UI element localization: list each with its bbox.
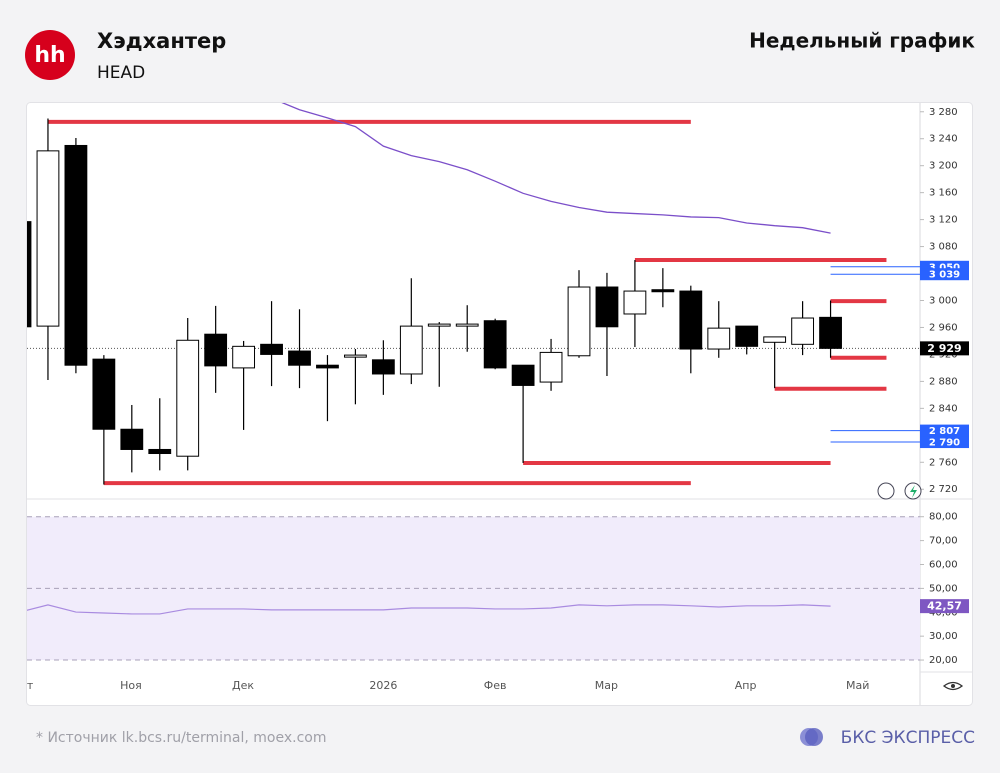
rsi-badge — [920, 599, 969, 614]
y-tick-label: 2 720 — [929, 484, 958, 495]
candle-body — [260, 343, 283, 355]
y-tick-label: 80,00 — [929, 512, 958, 523]
ticker: HEAD — [97, 63, 145, 83]
candle-body — [763, 336, 787, 343]
y-tick-label: 70,00 — [929, 536, 958, 547]
candle-body — [36, 150, 60, 327]
y-tick-label: 60,00 — [929, 560, 958, 571]
candle-body — [595, 286, 619, 328]
marker-label: 2 807 — [929, 426, 960, 437]
period: Недельный график — [749, 29, 975, 53]
rsi-pane — [27, 516, 920, 661]
price-pane — [27, 103, 920, 486]
source: * Источник lk.bcs.ru/terminal, moex.com — [36, 730, 326, 746]
brand-icon — [805, 728, 823, 746]
logo-text: hh — [34, 43, 65, 68]
y-tick-label: 2 840 — [929, 403, 958, 414]
y-tick-label: 2 880 — [929, 376, 958, 387]
title: Хэдхантер — [97, 29, 226, 53]
x-tick-label: т — [27, 679, 34, 692]
ma-line — [281, 103, 831, 234]
candle-body — [92, 358, 116, 430]
logo — [25, 30, 75, 80]
x-tick-label: Апр — [735, 679, 757, 692]
candle-body — [707, 327, 731, 350]
y-tick-label: 3 080 — [929, 242, 958, 253]
icon — [910, 485, 917, 498]
eye-icon — [951, 684, 955, 688]
candle-body — [344, 354, 367, 358]
marker-label: 2 790 — [929, 438, 960, 449]
y-tick-label: 3 240 — [929, 134, 958, 145]
y-tick-label: 3 160 — [929, 188, 958, 199]
last-label: 2 929 — [927, 342, 961, 355]
rsi-label: 42,57 — [927, 600, 962, 613]
marker-label: 3 039 — [929, 270, 960, 281]
x-tick-label: Май — [846, 679, 869, 692]
y-tick-label: 30,00 — [929, 631, 958, 642]
marker-badge — [920, 424, 969, 437]
candle-body — [371, 359, 395, 375]
candle-body — [623, 290, 647, 315]
candle-body — [511, 364, 535, 386]
candle-body — [819, 316, 842, 349]
marker-badge — [920, 268, 969, 281]
marker-badge — [920, 436, 969, 449]
y-tick-label: 2 760 — [929, 457, 958, 468]
candle-body — [204, 333, 228, 367]
candle-body — [735, 325, 759, 347]
y-tick-label: 50,00 — [929, 583, 958, 594]
candle-body — [64, 144, 88, 366]
candle-body — [651, 289, 675, 293]
candle-body — [148, 448, 172, 455]
brand: БКС ЭКСПРЕСС — [841, 728, 975, 748]
x-tick-label: Мар — [595, 679, 618, 692]
marker-label: 3 050 — [929, 262, 960, 273]
x-tick-label: Ноя — [120, 679, 142, 692]
candle-body — [176, 339, 200, 457]
y-tick-label: 3 280 — [929, 107, 958, 118]
x-tick-label: Дек — [232, 679, 254, 692]
candle-body — [316, 364, 339, 369]
eye-icon[interactable] — [942, 681, 964, 691]
candle-body — [399, 325, 423, 375]
candle-body — [539, 351, 563, 383]
last-badge — [920, 341, 969, 356]
y-tick-label: 20,00 — [929, 655, 958, 666]
rsi-line — [27, 604, 831, 615]
candle-body — [455, 323, 479, 327]
candle-body — [232, 345, 256, 369]
icon[interactable] — [877, 482, 895, 500]
candle-body — [27, 221, 32, 328]
x-tick-label: Фев — [484, 679, 507, 692]
x-tick-label: 2026 — [369, 679, 397, 692]
candle-body — [120, 428, 144, 450]
candle-body — [483, 320, 507, 369]
y-tick-label: 3 120 — [929, 215, 958, 226]
candle-body — [791, 317, 815, 345]
candle-body — [567, 286, 591, 357]
y-tick-label: 3 000 — [929, 296, 958, 307]
candle-body — [288, 350, 311, 366]
y-tick-label: 3 200 — [929, 161, 958, 172]
y-tick-label: 2 960 — [929, 322, 958, 333]
candle-body — [427, 323, 451, 327]
candle-body — [679, 290, 703, 350]
